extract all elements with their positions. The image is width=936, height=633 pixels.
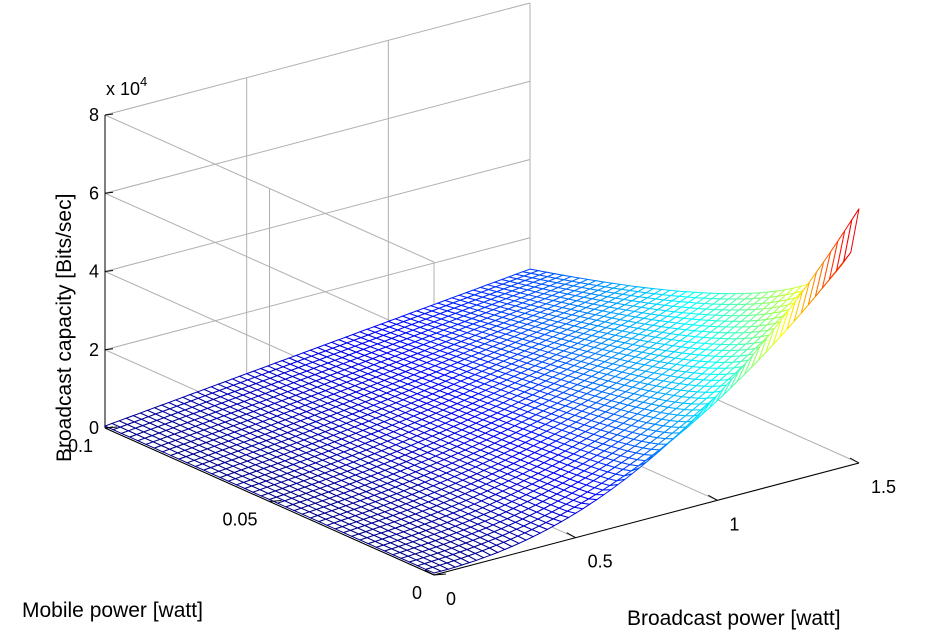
grid-line [104, 159, 531, 272]
z-tick [104, 113, 114, 116]
y-tick-label: 0 [412, 583, 422, 603]
x-tick [708, 494, 718, 501]
grid-line [104, 2, 531, 116]
x-tick-label: 1.5 [871, 477, 896, 497]
z-tick [104, 270, 114, 272]
z-scale-base: x 10 [106, 79, 140, 99]
y-axis-label: Mobile power [watt] [22, 599, 203, 622]
x-axis-label: Broadcast power [watt] [627, 607, 841, 630]
x-tick-label: 0 [446, 589, 456, 609]
z-axis-label: Broadcast capacity [Bits/sec] [53, 194, 76, 462]
z-tick-label: 8 [89, 105, 99, 125]
x-axis-ticks: 0 0.5 1 1.5 [424, 457, 896, 609]
z-scale-exponent: 4 [140, 74, 147, 89]
y-tick-label: 0.05 [222, 510, 257, 530]
y-tick [104, 426, 118, 429]
z-tick-label: 2 [89, 340, 99, 360]
z-scale-label: x 104 [106, 74, 147, 99]
grid-line [104, 80, 531, 194]
x-tick [424, 569, 435, 576]
z-tick [104, 348, 114, 351]
y-tick [433, 573, 447, 576]
z-tick-label: 0 [89, 418, 99, 438]
x-axis-line [433, 462, 860, 576]
x-tick-label: 0.5 [588, 552, 613, 572]
z-tick-label: 6 [89, 183, 99, 203]
y-tick-label: 0.1 [68, 436, 93, 456]
surface-cell [843, 208, 860, 262]
surface-mesh [103, 208, 860, 574]
grid-line [104, 237, 531, 351]
x-tick [566, 532, 576, 539]
z-axis-ticks: 0 2 4 6 8 [89, 105, 114, 438]
y-axis-ticks: 0 0.05 0.1 [68, 426, 447, 603]
z-tick [104, 191, 114, 194]
x-tick-label: 1 [729, 514, 739, 534]
z-tick-label: 4 [89, 262, 99, 282]
x-tick [849, 457, 860, 464]
y-tick [269, 500, 282, 502]
